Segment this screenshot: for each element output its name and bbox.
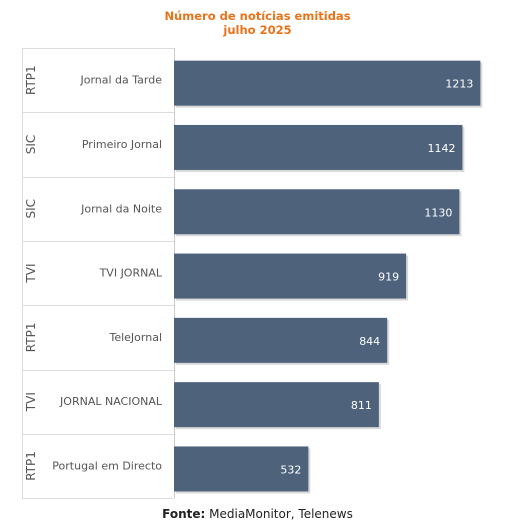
chart-title: Número de notícias emitidas <box>164 9 351 23</box>
data-label: 844 <box>359 335 380 348</box>
bar <box>174 446 309 492</box>
category-label: JORNAL NACIONAL <box>59 395 163 408</box>
category-label: Jornal da Tarde <box>79 74 162 87</box>
source-text: MediaMonitor, Telenews <box>205 507 353 521</box>
bar <box>174 382 379 428</box>
group-label: RTP1 <box>24 451 38 481</box>
chart-title-block: Número de notícias emitidas julho 2025 <box>0 9 515 37</box>
chart-subtitle: julho 2025 <box>223 23 292 37</box>
group-label: SIC <box>24 135 38 155</box>
data-label: 532 <box>280 463 301 476</box>
category-label: Primeiro Jornal <box>82 138 162 151</box>
group-label: SIC <box>24 199 38 219</box>
source-label: Fonte: <box>162 507 206 521</box>
bar <box>174 189 460 235</box>
data-label: 1130 <box>424 206 452 219</box>
bar <box>174 60 481 106</box>
bar <box>174 253 407 299</box>
group-label: TVI <box>24 264 38 284</box>
data-label: 811 <box>351 399 372 412</box>
source-note: Fonte: MediaMonitor, Telenews <box>0 507 515 521</box>
bar <box>174 317 388 363</box>
category-label: TVI JORNAL <box>99 267 163 280</box>
category-label: Portugal em Directo <box>52 459 162 472</box>
category-label: TeleJornal <box>108 331 162 344</box>
group-label: RTP1 <box>24 323 38 353</box>
bar <box>174 124 463 170</box>
data-label: 1142 <box>427 142 455 155</box>
category-label: Jornal da Noite <box>80 202 162 215</box>
group-label: TVI <box>24 392 38 412</box>
data-label: 919 <box>378 271 399 284</box>
bar-chart: RTP1 Jornal da Tarde 1213 SIC Primeiro Jorna… <box>22 48 483 499</box>
group-label: RTP1 <box>24 65 38 95</box>
data-label: 1213 <box>445 78 473 91</box>
